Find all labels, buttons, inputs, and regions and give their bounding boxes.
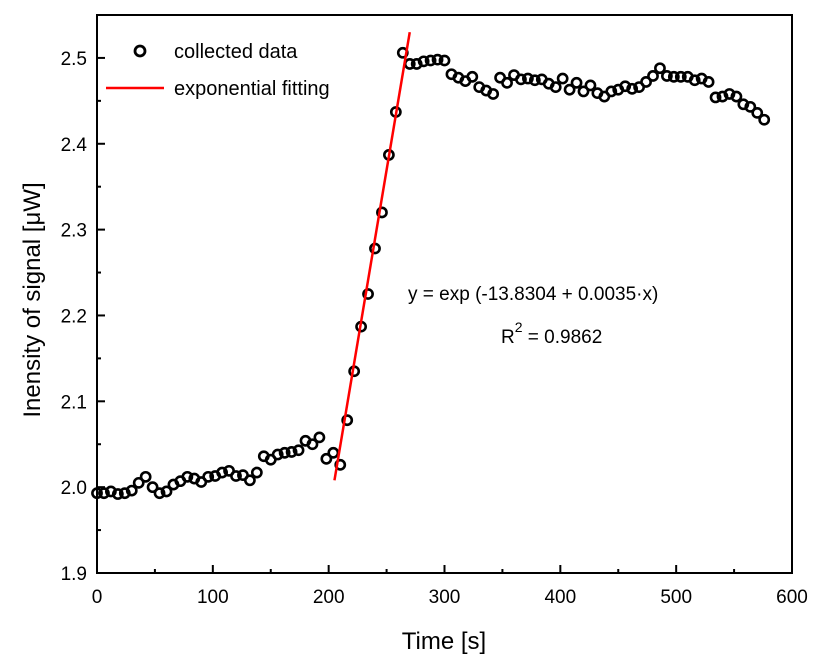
legend-marker-collected-data — [133, 44, 147, 58]
x-tick-label: 300 — [429, 587, 461, 608]
data-point — [146, 481, 159, 494]
x-tick-label: 500 — [660, 587, 692, 608]
data-point — [438, 54, 451, 67]
fit-equation: y = exp (-13.8304 + 0.0035·x) — [408, 284, 658, 305]
data-point — [577, 85, 590, 98]
data-point — [654, 62, 666, 75]
data-point — [278, 446, 291, 459]
data-point — [376, 206, 388, 219]
data-layer — [91, 31, 771, 500]
data-point — [125, 484, 138, 497]
x-tick-label: 0 — [92, 587, 103, 608]
data-point — [626, 82, 639, 95]
data-point — [181, 470, 194, 483]
data-point — [341, 414, 354, 427]
data-point — [647, 70, 659, 82]
data-point — [216, 466, 228, 479]
data-point — [139, 470, 152, 483]
data-point — [702, 76, 715, 88]
data-point — [285, 446, 298, 458]
data-point — [667, 70, 680, 83]
data-point — [522, 72, 534, 85]
legend-label-exponential-fitting: exponential fitting — [174, 78, 330, 100]
r-squared-exponent: 2 — [515, 319, 523, 335]
data-point — [563, 83, 576, 96]
data-point — [320, 452, 333, 465]
data-point — [716, 90, 729, 103]
data-point — [556, 72, 569, 85]
data-point — [466, 70, 479, 83]
data-point — [202, 470, 215, 483]
fit-r-squared: R2 = 0.9862 — [501, 319, 602, 348]
data-point — [243, 474, 256, 487]
data-point — [709, 91, 722, 104]
data-point — [584, 79, 597, 92]
data-point — [132, 476, 145, 489]
data-point — [313, 431, 326, 444]
data-point — [688, 74, 701, 87]
data-point — [751, 106, 764, 119]
data-point — [410, 58, 423, 70]
data-point — [160, 485, 173, 498]
data-point — [334, 458, 347, 471]
data-point — [98, 487, 110, 500]
y-tick-label: 2.4 — [61, 135, 88, 156]
data-point — [723, 88, 736, 100]
y-tick-label: 2.0 — [61, 478, 87, 499]
data-point — [570, 76, 583, 89]
y-tick-label: 2.1 — [61, 392, 87, 413]
y-tick-label: 2.3 — [61, 221, 87, 242]
data-point — [105, 485, 117, 498]
data-point — [271, 448, 284, 461]
data-point — [230, 470, 242, 482]
data-point — [118, 487, 131, 500]
fit-line — [333, 31, 411, 481]
x-tick-label: 100 — [197, 587, 229, 608]
data-point — [362, 288, 374, 300]
data-point — [424, 54, 437, 67]
x-tick-label: 400 — [544, 587, 576, 608]
data-point — [111, 488, 124, 500]
data-point — [730, 90, 743, 103]
data-point — [250, 466, 263, 479]
x-tick-label: 200 — [313, 587, 345, 608]
data-point — [501, 76, 513, 89]
data-point — [640, 76, 652, 88]
data-point — [153, 487, 166, 500]
y-tick-label: 2.2 — [61, 306, 87, 327]
r-squared-symbol: R — [501, 327, 515, 348]
legend: collected data exponential fitting — [106, 41, 330, 100]
data-point — [327, 446, 340, 459]
x-axis-title: Time [s] — [402, 628, 486, 655]
y-tick-label: 1.9 — [61, 564, 87, 585]
data-point — [758, 113, 771, 126]
y-axis-title: Inensity of signal [μW] — [19, 182, 46, 417]
data-point — [91, 487, 103, 500]
data-point — [487, 88, 500, 100]
data-point — [549, 81, 562, 94]
data-point — [605, 85, 618, 98]
data-point — [417, 55, 430, 68]
data-point — [674, 70, 687, 83]
data-point — [737, 98, 750, 111]
fit-annotation: y = exp (-13.8304 + 0.0035·x) R2 = 0.986… — [408, 284, 658, 348]
x-tick-label: 600 — [776, 587, 808, 608]
data-point — [528, 74, 541, 87]
data-point — [619, 80, 632, 93]
data-point — [306, 438, 319, 451]
data-point — [431, 53, 444, 66]
data-point — [515, 73, 527, 86]
legend-label-collected-data: collected data — [174, 41, 298, 63]
r-squared-value: = 0.9862 — [523, 327, 603, 348]
data-point — [744, 100, 757, 113]
axis-ticks: 0 100 200 300 400 500 600 1.9 2.0 2.1 2.2 2.3 2.4 2.5 — [61, 49, 808, 608]
y-tick-label: 2.5 — [61, 49, 87, 70]
data-point — [661, 70, 673, 82]
data-point — [292, 444, 305, 457]
